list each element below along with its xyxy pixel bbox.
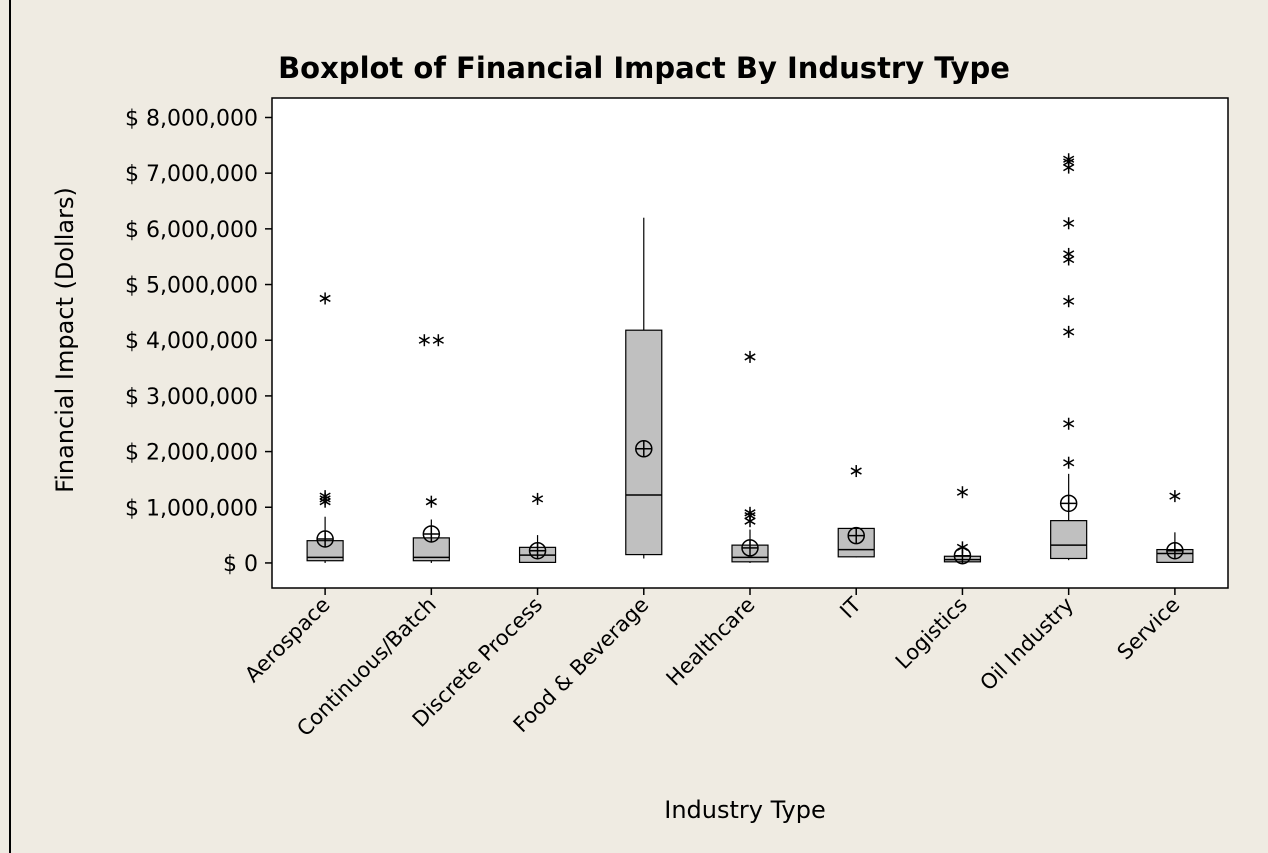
outlier-stroke <box>956 543 969 552</box>
outlier-stroke <box>850 467 862 475</box>
y-tick-label: $ 2,000,000 <box>125 441 258 466</box>
mean-marker <box>1166 541 1184 560</box>
outlier-stroke <box>744 353 756 361</box>
outlier-stroke <box>531 495 544 503</box>
y-tick-label: $ 0 <box>223 552 258 577</box>
outlier <box>744 350 756 363</box>
outlier <box>432 334 444 347</box>
outlier <box>425 495 437 508</box>
mean-marker <box>635 440 653 458</box>
outlier <box>1063 153 1075 166</box>
y-tick-label: $ 4,000,000 <box>125 329 258 354</box>
outlier-stroke <box>1063 219 1075 227</box>
outlier-stroke <box>1063 328 1075 336</box>
outlier <box>319 490 331 503</box>
outlier <box>531 492 544 505</box>
outlier <box>319 292 331 305</box>
outlier <box>956 486 969 499</box>
outlier-stroke <box>319 294 331 303</box>
mean-marker <box>422 525 441 543</box>
outlier-stroke <box>1063 420 1075 428</box>
outlier <box>418 334 430 347</box>
outlier-stroke <box>418 336 430 344</box>
chart-title: Boxplot of Financial Impact By Industry … <box>278 51 1010 85</box>
outlier-stroke <box>956 488 969 496</box>
x-axis-label: Industry Type <box>664 796 825 824</box>
outlier-stroke <box>1169 492 1181 500</box>
outlier <box>1063 325 1075 338</box>
y-axis-label: Financial Impact (Dollars) <box>51 187 79 493</box>
outlier <box>850 465 862 478</box>
y-tick-label: $ 6,000,000 <box>125 218 258 243</box>
outlier <box>744 506 756 519</box>
outlier <box>1063 247 1075 260</box>
y-tick-label: $ 3,000,000 <box>125 385 258 410</box>
outlier <box>1063 295 1075 308</box>
outlier <box>956 541 969 554</box>
y-tick-label: $ 5,000,000 <box>125 274 258 299</box>
mean-marker <box>741 539 759 557</box>
outlier-stroke <box>1063 155 1075 163</box>
box <box>1050 520 1088 560</box>
outlier <box>1169 490 1181 503</box>
y-tick-label: $ 7,000,000 <box>125 162 258 187</box>
y-tick-label: $ 1,000,000 <box>125 496 258 521</box>
mean-marker <box>316 530 334 548</box>
outlier <box>1063 417 1075 430</box>
outlier-stroke <box>432 336 444 344</box>
y-tick-label: $ 8,000,000 <box>125 106 258 131</box>
mean-marker <box>1059 494 1078 513</box>
mean-marker <box>528 541 547 560</box>
outlier-stroke <box>425 498 437 506</box>
outlier-stroke <box>1063 459 1075 467</box>
outlier-stroke <box>1063 250 1075 258</box>
outlier-stroke <box>1063 297 1075 305</box>
outlier <box>1063 456 1075 469</box>
outlier <box>1063 217 1075 230</box>
outlier-stroke <box>319 492 331 500</box>
mean-marker <box>847 526 865 545</box>
outlier-stroke <box>744 509 756 517</box>
